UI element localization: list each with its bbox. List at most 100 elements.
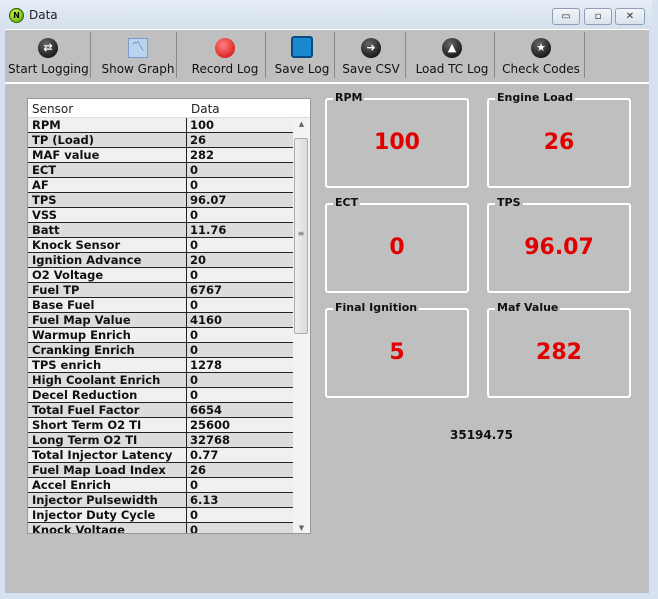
table-row[interactable]: Warmup Enrich 0 (28, 328, 294, 343)
table-row[interactable]: AF 0 (28, 178, 294, 193)
title-bar: N Data ▭ ▫ ✕ (0, 0, 652, 30)
sensor-value: 4160 (190, 313, 223, 327)
sensor-name: ECT (28, 163, 187, 177)
arrow-up-icon: ▲ (442, 38, 462, 58)
gauge-title: Final Ignition (333, 301, 420, 314)
table-row[interactable]: Decel Reduction 0 (28, 388, 294, 403)
table-row[interactable]: Fuel Map Load Index 26 (28, 463, 294, 478)
sensor-name: Fuel TP (28, 283, 187, 297)
scroll-up-icon[interactable]: ▲ (298, 120, 305, 128)
save-log-button[interactable]: Save Log (271, 32, 333, 80)
sensor-value: 0 (190, 343, 199, 357)
sensor-name: AF (28, 178, 187, 192)
scrollbar[interactable]: ▲ ≡ ▼ (293, 118, 310, 533)
table-row[interactable]: Short Term O2 TI 25600 (28, 418, 294, 433)
sensor-value: 0 (190, 178, 199, 192)
sensor-name: RPM (28, 118, 187, 132)
sensor-value: 0 (190, 478, 199, 492)
record-log-button[interactable]: Record Log (185, 32, 265, 80)
sensor-value: 0 (190, 208, 199, 222)
sensor-name: Knock Voltage (28, 523, 187, 533)
table-row[interactable]: Fuel Map Value 4160 (28, 313, 294, 328)
sensor-name: O2 Voltage (28, 268, 187, 282)
gauge-final-ignition: Final Ignition 5 (325, 301, 469, 398)
show-graph-button[interactable]: 〽 Show Graph (101, 38, 175, 76)
table-row[interactable]: Injector Pulsewidth 6.13 (28, 493, 294, 508)
table-row[interactable]: TPS 96.07 (28, 193, 294, 208)
sensor-name: VSS (28, 208, 187, 222)
sensor-name: Accel Enrich (28, 478, 187, 492)
table-row[interactable]: Knock Voltage 0 (28, 523, 294, 534)
table-row[interactable]: High Coolant Enrich 0 (28, 373, 294, 388)
sensor-name: Fuel Map Load Index (28, 463, 187, 477)
header-sensor[interactable]: Sensor (32, 102, 74, 116)
gauge-title: TPS (495, 196, 523, 209)
table-row[interactable]: TPS enrich 1278 (28, 358, 294, 373)
maximize-button[interactable]: ▫ (584, 8, 612, 25)
window-title: Data (29, 8, 58, 22)
sensor-value: 0 (190, 238, 199, 252)
sensor-value: 6654 (190, 403, 223, 417)
gauge-value: 26 (543, 130, 575, 155)
gauge-title: Engine Load (495, 91, 575, 104)
header-data[interactable]: Data (191, 102, 220, 116)
table-row[interactable]: Total Injector Latency 0.77 (28, 448, 294, 463)
gauge-tps: TPS 96.07 (487, 196, 631, 293)
sensor-value: 0 (190, 163, 199, 177)
sensor-name: Long Term O2 TI (28, 433, 187, 447)
sensor-value: 0 (190, 388, 199, 402)
sensor-value: 0 (190, 328, 199, 342)
sensor-value: 20 (190, 253, 207, 267)
table-row[interactable]: Knock Sensor 0 (28, 238, 294, 253)
sensor-value: 0.77 (190, 448, 219, 462)
table-row[interactable]: VSS 0 (28, 208, 294, 223)
window-body: ⇄ Start Logging 〽 Show Graph Record Log Sa… (5, 29, 649, 593)
sensor-name: Cranking Enrich (28, 343, 187, 357)
sensor-value: 0 (190, 508, 199, 522)
sensor-name: Ignition Advance (28, 253, 187, 267)
table-row[interactable]: O2 Voltage 0 (28, 268, 294, 283)
sensor-value: 1278 (190, 358, 223, 372)
table-row[interactable]: Ignition Advance 20 (28, 253, 294, 268)
record-icon (215, 38, 235, 58)
scroll-down-icon[interactable]: ▼ (298, 524, 305, 532)
arrow-right-icon: ➜ (361, 38, 381, 58)
table-row[interactable]: RPM 100 (28, 118, 294, 133)
sensor-name: Injector Pulsewidth (28, 493, 187, 507)
table-row[interactable]: Fuel TP 6767 (28, 283, 294, 298)
check-codes-button[interactable]: ★ Check Codes (499, 32, 583, 80)
load-tc-log-button[interactable]: ▲ Load TC Log (410, 32, 494, 80)
table-row[interactable]: Total Fuel Factor 6654 (28, 403, 294, 418)
sensor-name: Base Fuel (28, 298, 187, 312)
scrollbar-thumb[interactable]: ≡ (294, 138, 308, 334)
sensor-name: High Coolant Enrich (28, 373, 187, 387)
sensor-value: 32768 (190, 433, 231, 447)
table-row[interactable]: MAF value 282 (28, 148, 294, 163)
swap-arrows-icon: ⇄ (38, 38, 58, 58)
sensor-name: Total Injector Latency (28, 448, 187, 462)
sensor-value: 0 (190, 298, 199, 312)
start-logging-button[interactable]: ⇄ Start Logging (8, 32, 89, 80)
save-csv-button[interactable]: ➜ Save CSV (337, 32, 405, 80)
sensor-name: MAF value (28, 148, 187, 162)
gauge-maf-value: Maf Value 282 (487, 301, 631, 398)
sensor-value: 282 (190, 148, 215, 162)
table-row[interactable]: Accel Enrich 0 (28, 478, 294, 493)
close-button[interactable]: ✕ (615, 8, 645, 25)
sensor-value: 0 (190, 523, 199, 534)
table-rows: RPM 100 TP (Load) 26 MAF value 282 ECT 0 AF 0 TPS 9… (28, 118, 294, 534)
table-row[interactable]: Batt 11.76 (28, 223, 294, 238)
gauge-value: 282 (536, 340, 582, 365)
table-row[interactable]: ECT 0 (28, 163, 294, 178)
table-row[interactable]: Long Term O2 TI 32768 (28, 433, 294, 448)
table-row[interactable]: Base Fuel 0 (28, 298, 294, 313)
floppy-disk-icon (291, 36, 313, 58)
table-row[interactable]: TP (Load) 26 (28, 133, 294, 148)
table-row[interactable]: Injector Duty Cycle 0 (28, 508, 294, 523)
sensor-value: 6767 (190, 283, 223, 297)
graph-icon: 〽 (128, 38, 148, 58)
sensor-value: 26 (190, 463, 207, 477)
table-row[interactable]: Cranking Enrich 0 (28, 343, 294, 358)
minimize-button[interactable]: ▭ (552, 8, 580, 25)
sensor-value: 100 (190, 118, 215, 132)
